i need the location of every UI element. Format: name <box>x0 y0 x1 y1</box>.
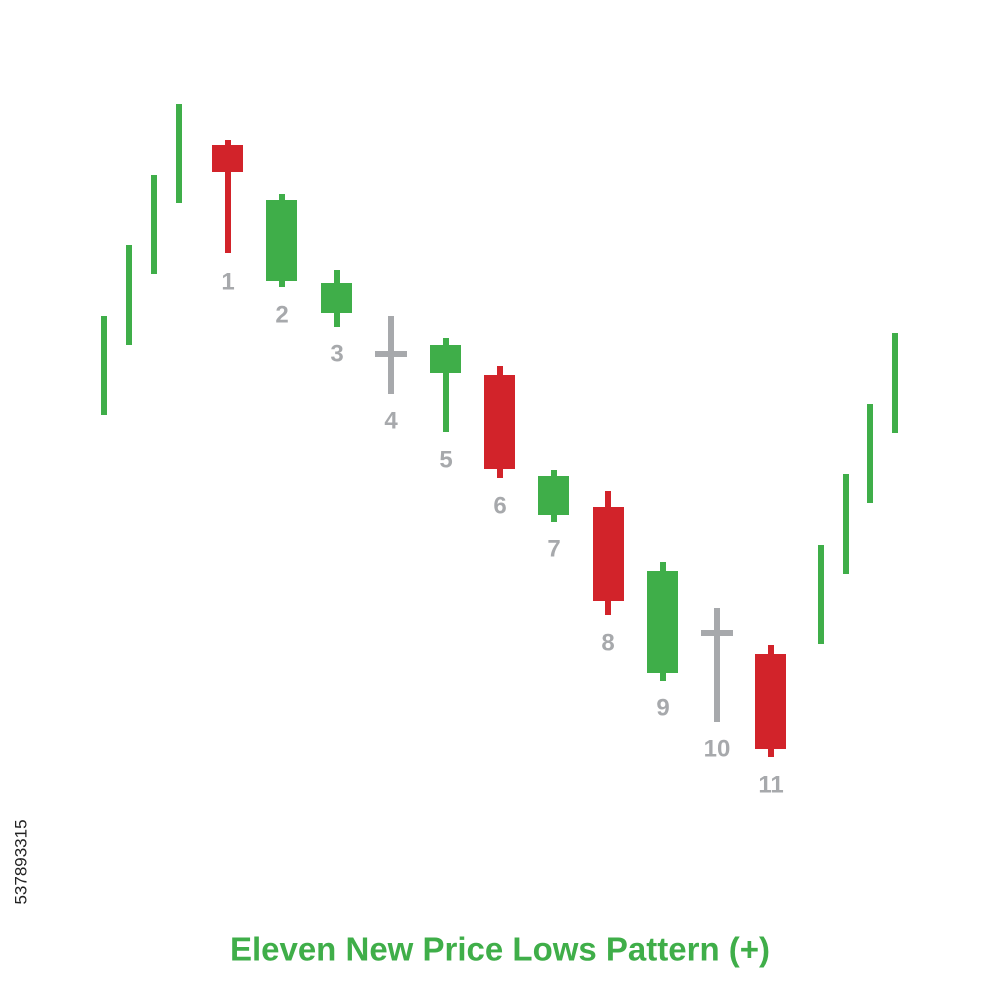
candle-body <box>430 345 461 373</box>
leading-bars <box>101 104 182 415</box>
bar <box>867 404 873 503</box>
candle-label: 3 <box>330 340 343 367</box>
candle-labels: 1 2 3 4 5 6 7 8 9 10 11 <box>221 268 783 798</box>
candle-label: 4 <box>384 407 398 434</box>
doji-wick <box>714 608 720 722</box>
candle-body <box>593 507 624 601</box>
bar <box>843 474 849 574</box>
candle-body <box>321 283 352 313</box>
image-id: 537893315 <box>11 819 30 904</box>
candle-body <box>647 571 678 673</box>
candle-label: 11 <box>758 771 783 798</box>
bar <box>101 316 107 415</box>
trailing-bars <box>818 333 898 644</box>
doji-body <box>701 630 733 636</box>
title: Eleven New Price Lows Pattern (+) <box>230 931 770 968</box>
candle-label: 8 <box>601 629 614 656</box>
candle-label: 2 <box>275 301 288 328</box>
bar <box>126 245 132 345</box>
candle-body <box>266 200 297 281</box>
wick <box>225 140 231 253</box>
candle-label: 10 <box>704 735 731 762</box>
candle-body <box>538 476 569 515</box>
candle-body <box>212 145 243 172</box>
bar <box>818 545 824 644</box>
candle-body <box>484 375 515 469</box>
doji-body <box>375 351 407 357</box>
candle-label: 1 <box>221 268 234 295</box>
bar <box>892 333 898 433</box>
wick <box>443 338 449 432</box>
candles <box>212 140 786 757</box>
candle-label: 7 <box>547 535 560 562</box>
candle-label: 5 <box>439 446 452 473</box>
candle-body <box>755 654 786 749</box>
bar <box>151 175 157 274</box>
bar <box>176 104 182 203</box>
candle-label: 6 <box>493 492 506 519</box>
candle-label: 9 <box>656 694 669 721</box>
